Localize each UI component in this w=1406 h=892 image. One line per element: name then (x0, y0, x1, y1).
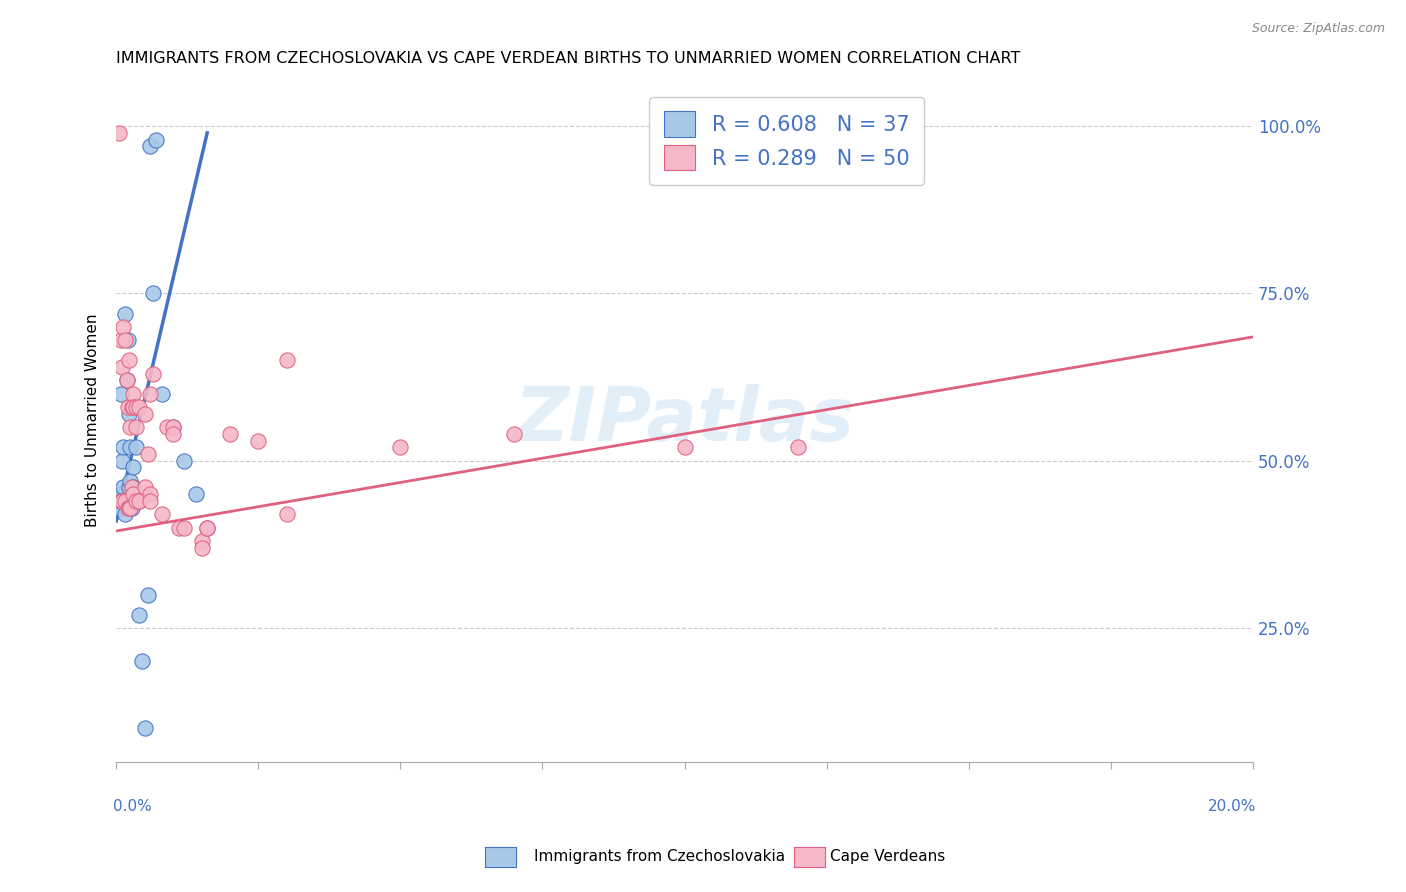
Point (120, 420, 142, 434)
Point (108, 500, 131, 515)
Text: 20.0%: 20.0% (1208, 799, 1256, 814)
Point (195, 520, 218, 534)
Point (173, 520, 195, 534)
Point (110, 493, 132, 508)
Point (184, 487, 207, 501)
Point (108, 493, 131, 508)
Point (112, 440, 135, 454)
Point (115, 373, 138, 387)
Legend: R = 0.608   N = 37, R = 0.289   N = 50: R = 0.608 N = 37, R = 0.289 N = 50 (650, 96, 924, 185)
Point (111, 493, 134, 508)
Point (195, 520, 218, 534)
Point (114, 333, 136, 347)
Point (110, 333, 132, 347)
Point (111, 493, 134, 508)
Point (120, 440, 142, 454)
Point (108, 500, 131, 515)
Point (111, 453, 134, 467)
Point (190, 533, 212, 548)
Point (121, 493, 143, 508)
Point (134, 722, 156, 736)
Point (114, 507, 136, 521)
Point (131, 655, 153, 669)
Point (118, 353, 141, 368)
Point (110, 386, 132, 401)
Point (276, 507, 298, 521)
Point (142, 286, 165, 301)
Point (118, 407, 141, 421)
Point (120, 500, 142, 515)
Point (117, 400, 139, 414)
Point (139, 386, 162, 401)
Point (503, 426, 526, 441)
Point (125, 400, 148, 414)
Point (145, 132, 167, 146)
Point (118, 500, 141, 515)
Point (122, 487, 145, 501)
Point (117, 493, 139, 508)
Point (162, 420, 184, 434)
Point (118, 480, 141, 494)
Point (136, 447, 159, 461)
Point (139, 487, 162, 501)
Point (136, 588, 159, 602)
Text: ZIPatlas: ZIPatlas (515, 384, 855, 457)
Point (389, 440, 412, 454)
Point (673, 440, 696, 454)
Point (139, 493, 162, 508)
Text: IMMIGRANTS FROM CZECHOSLOVAKIA VS CAPE VERDEAN BIRTHS TO UNMARRIED WOMEN CORRELA: IMMIGRANTS FROM CZECHOSLOVAKIA VS CAPE V… (117, 51, 1021, 66)
Point (128, 493, 150, 508)
Point (125, 493, 148, 508)
Point (121, 480, 143, 494)
Point (110, 487, 132, 501)
Point (110, 493, 132, 508)
Point (121, 400, 143, 414)
Point (128, 400, 150, 414)
Point (139, 139, 162, 153)
Point (108, 126, 131, 140)
Point (173, 453, 195, 467)
Point (190, 541, 212, 555)
Text: 0.0%: 0.0% (112, 799, 152, 814)
Text: Cape Verdeans: Cape Verdeans (830, 849, 945, 863)
Point (162, 426, 184, 441)
Point (195, 520, 218, 534)
Point (115, 373, 138, 387)
Point (128, 607, 150, 622)
Point (276, 353, 298, 368)
Text: Immigrants from Czechoslovakia: Immigrants from Czechoslovakia (534, 849, 786, 863)
Point (167, 520, 190, 534)
Point (247, 434, 270, 448)
Text: Source: ZipAtlas.com: Source: ZipAtlas.com (1251, 22, 1385, 36)
Point (150, 386, 173, 401)
Point (111, 359, 134, 374)
Y-axis label: Births to Unmarried Women: Births to Unmarried Women (86, 314, 100, 527)
Point (122, 480, 145, 494)
Point (150, 507, 173, 521)
Point (162, 420, 184, 434)
Point (122, 386, 145, 401)
Point (114, 493, 136, 508)
Point (112, 319, 135, 334)
Point (128, 493, 150, 508)
Point (787, 440, 810, 454)
Point (122, 460, 145, 475)
Point (134, 480, 156, 494)
Point (117, 500, 139, 515)
Point (125, 440, 148, 454)
Point (125, 420, 148, 434)
Point (156, 420, 179, 434)
Point (219, 426, 242, 441)
Point (114, 306, 136, 320)
Point (121, 500, 143, 515)
Point (112, 480, 135, 494)
Point (142, 367, 165, 381)
Point (117, 333, 139, 347)
Point (120, 474, 142, 488)
Point (122, 400, 145, 414)
Point (134, 407, 156, 421)
